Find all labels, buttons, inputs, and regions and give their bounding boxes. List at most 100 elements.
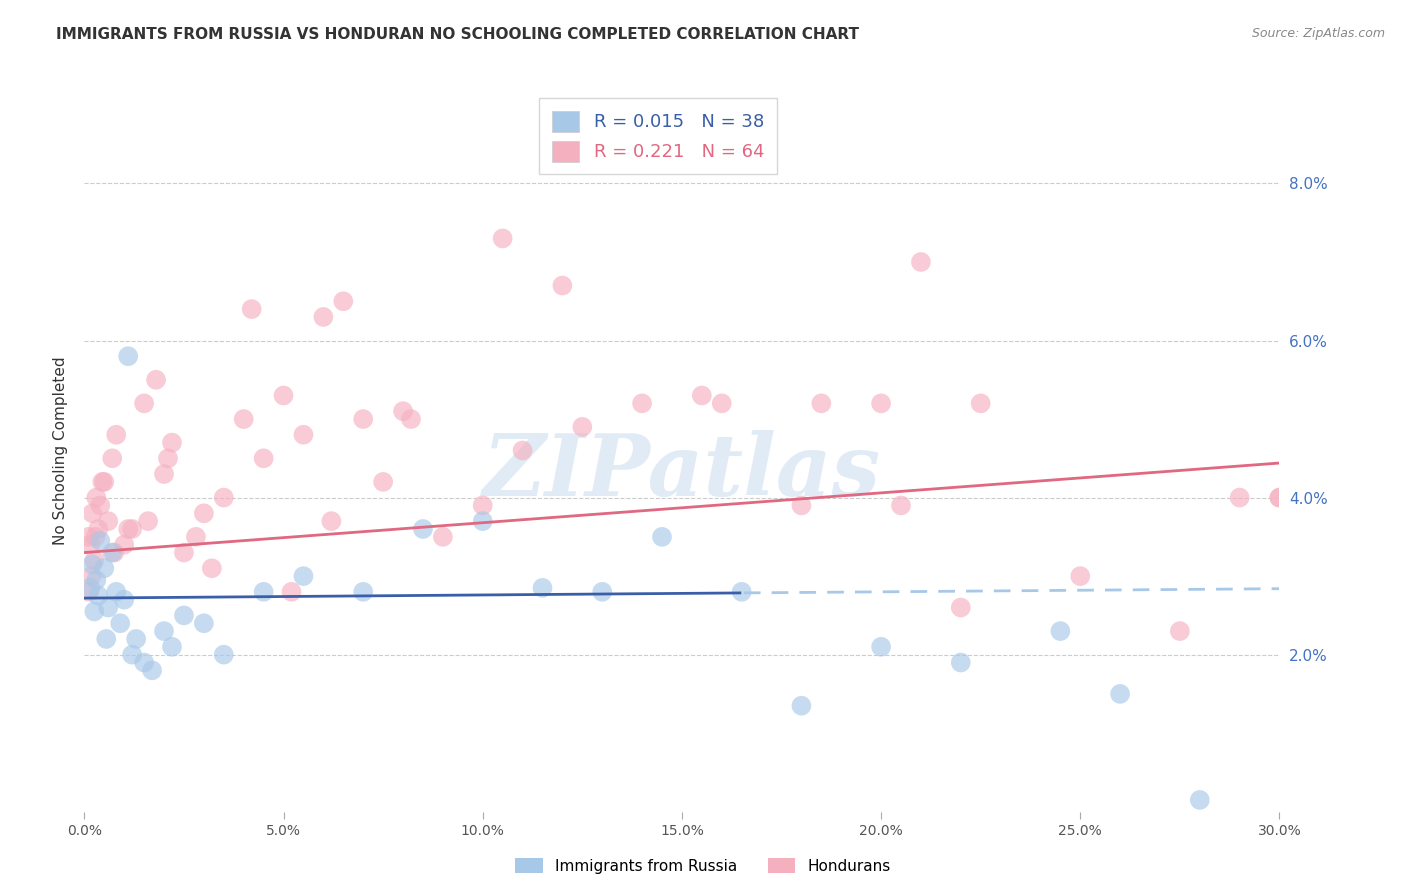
Point	[790, 698, 813, 713]
Point	[184, 530, 207, 544]
Point	[157, 451, 180, 466]
Point	[145, 373, 167, 387]
Legend: R = 0.015   N = 38, R = 0.221   N = 64: R = 0.015 N = 38, R = 0.221 N = 64	[540, 98, 776, 174]
Point	[82, 506, 104, 520]
Point	[79, 581, 101, 595]
Point	[97, 514, 120, 528]
Point	[1069, 569, 1091, 583]
Point	[173, 545, 195, 559]
Point	[105, 427, 128, 442]
Point	[870, 640, 893, 654]
Point	[141, 664, 163, 678]
Point	[101, 545, 124, 559]
Point	[232, 412, 254, 426]
Point	[79, 538, 101, 552]
Point	[571, 420, 593, 434]
Point	[77, 584, 100, 599]
Point	[193, 616, 215, 631]
Point	[112, 538, 135, 552]
Point	[471, 514, 494, 528]
Point	[173, 608, 195, 623]
Point	[253, 451, 276, 466]
Point	[101, 451, 124, 466]
Point	[312, 310, 335, 324]
Point	[292, 427, 315, 442]
Point	[970, 396, 993, 410]
Point	[292, 569, 315, 583]
Point	[201, 561, 224, 575]
Point	[392, 404, 415, 418]
Point	[1268, 491, 1291, 505]
Point	[512, 443, 534, 458]
Point	[810, 396, 832, 410]
Legend: Immigrants from Russia, Hondurans: Immigrants from Russia, Hondurans	[509, 852, 897, 880]
Point	[332, 294, 354, 309]
Point	[1188, 793, 1211, 807]
Point	[212, 491, 235, 505]
Point	[373, 475, 395, 489]
Point	[280, 584, 302, 599]
Point	[531, 581, 554, 595]
Text: Source: ZipAtlas.com: Source: ZipAtlas.com	[1251, 27, 1385, 40]
Point	[253, 584, 276, 599]
Point	[631, 396, 654, 410]
Point	[117, 349, 139, 363]
Point	[125, 632, 148, 646]
Point	[103, 545, 125, 559]
Point	[80, 569, 103, 583]
Point	[399, 412, 422, 426]
Text: ZIPatlas: ZIPatlas	[482, 430, 882, 514]
Point	[89, 533, 111, 548]
Point	[105, 584, 128, 599]
Point	[93, 561, 115, 575]
Point	[870, 396, 893, 410]
Point	[651, 530, 673, 544]
Point	[273, 388, 295, 402]
Point	[352, 412, 374, 426]
Point	[352, 584, 374, 599]
Point	[160, 435, 183, 450]
Point	[86, 491, 108, 505]
Point	[240, 302, 263, 317]
Point	[910, 255, 932, 269]
Point	[86, 573, 108, 587]
Point	[83, 604, 105, 618]
Point	[112, 592, 135, 607]
Point	[1268, 491, 1291, 505]
Point	[1049, 624, 1071, 639]
Point	[193, 506, 215, 520]
Point	[110, 616, 132, 631]
Point	[82, 558, 104, 572]
Point	[890, 499, 912, 513]
Point	[96, 632, 118, 646]
Point	[471, 499, 494, 513]
Point	[83, 553, 105, 567]
Point	[160, 640, 183, 654]
Point	[89, 499, 111, 513]
Point	[93, 475, 115, 489]
Point	[710, 396, 733, 410]
Point	[153, 467, 176, 481]
Point	[97, 600, 120, 615]
Point	[132, 396, 156, 410]
Point	[949, 656, 972, 670]
Point	[153, 624, 176, 639]
Point	[591, 584, 613, 599]
Point	[91, 475, 114, 489]
Point	[432, 530, 454, 544]
Point	[84, 530, 107, 544]
Point	[136, 514, 159, 528]
Point	[77, 530, 100, 544]
Point	[87, 522, 110, 536]
Point	[117, 522, 139, 536]
Y-axis label: No Schooling Completed: No Schooling Completed	[52, 356, 67, 545]
Point	[790, 499, 813, 513]
Point	[690, 388, 713, 402]
Point	[121, 648, 143, 662]
Point	[412, 522, 434, 536]
Point	[1109, 687, 1132, 701]
Point	[949, 600, 972, 615]
Point	[321, 514, 343, 528]
Text: IMMIGRANTS FROM RUSSIA VS HONDURAN NO SCHOOLING COMPLETED CORRELATION CHART: IMMIGRANTS FROM RUSSIA VS HONDURAN NO SC…	[56, 27, 859, 42]
Point	[1168, 624, 1191, 639]
